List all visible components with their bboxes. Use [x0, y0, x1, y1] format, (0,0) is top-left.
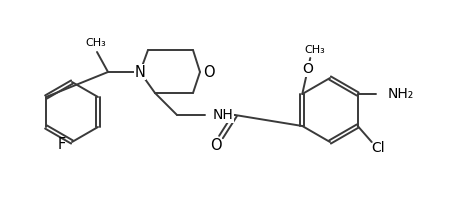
Text: F: F	[58, 136, 66, 152]
Text: O: O	[210, 138, 222, 152]
Text: CH₃: CH₃	[86, 38, 106, 48]
Text: NH: NH	[213, 108, 234, 122]
Text: N: N	[135, 64, 145, 79]
Text: O: O	[302, 62, 313, 76]
Text: Cl: Cl	[371, 141, 384, 155]
Text: CH₃: CH₃	[304, 45, 325, 55]
Text: NH₂: NH₂	[388, 87, 414, 101]
Text: O: O	[203, 64, 215, 79]
